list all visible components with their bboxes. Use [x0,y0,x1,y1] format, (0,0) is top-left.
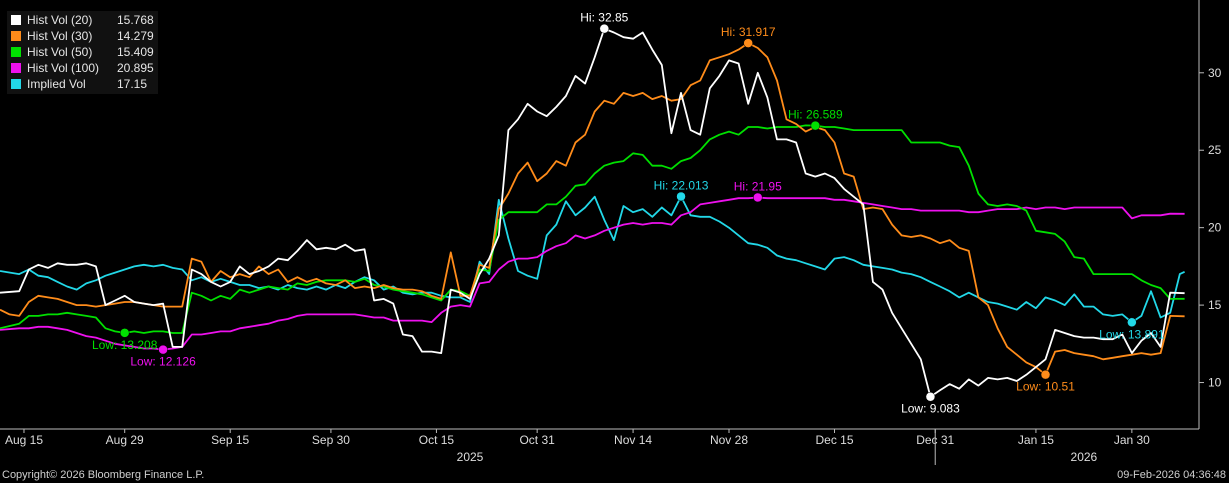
timestamp-text: 09-Feb-2026 04:36:48 [1117,469,1226,481]
x-tick-label: Aug 15 [5,433,43,447]
series-line-4 [0,195,1185,324]
legend-value: 15.768 [117,13,154,27]
annotation-label: Hi: 31.917 [721,25,776,39]
series-line-3 [0,196,1185,351]
extreme-marker [753,192,763,203]
year-label: 2025 [457,450,484,464]
legend-swatch [11,47,21,57]
x-tick-label: Oct 31 [519,433,555,447]
x-tick-label: Nov 14 [614,433,652,447]
year-label: 2026 [1071,450,1098,464]
legend-value: 14.279 [117,29,154,43]
legend-value: 15.409 [117,45,154,59]
legend-swatch [11,31,21,41]
series-line-2 [0,124,1185,334]
legend: Hist Vol (20) 15.768 Hist Vol (30) 14.27… [7,11,158,94]
y-tick-label: 15 [1208,298,1222,312]
series-lines [0,27,1185,398]
x-tick-label: Jan 30 [1114,433,1150,447]
copyright-text: Copyright© 2026 Bloomberg Finance L.P. [2,469,205,481]
legend-swatch [11,79,21,89]
annotation-label: Hi: 22.013 [654,178,709,192]
x-tick-label: Sep 15 [211,433,249,447]
legend-label: Implied Vol [27,77,86,91]
legend-item-implied-vol[interactable]: Implied Vol 17.15 [11,76,154,92]
extreme-marker [1040,369,1051,380]
annotation-label: Low: 13.891 [1099,327,1165,341]
legend-swatch [11,15,21,25]
extreme-marker [743,38,753,48]
x-tick-label: Oct 15 [419,433,455,447]
x-tick-label: Dec 15 [815,433,853,447]
y-tick-label: 30 [1208,66,1222,80]
series-line-0 [0,27,1185,398]
extreme-marker [810,120,821,131]
annotations: Hi: 32.85 Low: 9.083 Hi: 31.917 Low: 10.51 H… [92,11,1165,416]
legend-label: Hist Vol (50) [27,45,93,59]
extreme-marker [119,328,130,338]
x-tick-label: Jan 15 [1018,433,1054,447]
x-tick-label: Aug 29 [106,433,144,447]
legend-item-hist-vol-20[interactable]: Hist Vol (20) 15.768 [11,12,154,28]
extreme-marker [158,344,168,355]
y-tick-label: 20 [1208,221,1222,235]
extreme-marker [676,191,686,202]
y-tick-label: 25 [1208,143,1222,157]
annotation-label: Low: 13.208 [92,338,158,352]
legend-item-hist-vol-50[interactable]: Hist Vol (50) 15.409 [11,44,154,60]
legend-item-hist-vol-100[interactable]: Hist Vol (100) 20.895 [11,60,154,76]
y-tick-label: 10 [1208,376,1222,390]
series-line-1 [0,42,1185,376]
legend-label: Hist Vol (30) [27,29,93,43]
annotation-label: Hi: 26.589 [788,108,843,122]
annotation-label: Low: 9.083 [901,402,960,416]
x-tick-label: Sep 30 [312,433,350,447]
annotation-label: Low: 10.51 [1016,380,1075,394]
x-tick-label: Nov 28 [710,433,748,447]
legend-swatch [11,63,21,73]
annotation-label: Low: 12.126 [130,355,196,369]
legend-label: Hist Vol (100) [27,61,100,75]
extreme-marker [599,23,610,34]
annotation-label: Hi: 21.95 [734,179,782,193]
extreme-marker [1127,317,1137,328]
legend-item-hist-vol-30[interactable]: Hist Vol (30) 14.279 [11,28,154,44]
legend-label: Hist Vol (20) [27,13,93,27]
extreme-marker [925,391,936,402]
legend-value: 20.895 [117,61,154,75]
annotation-label: Hi: 32.85 [580,11,628,25]
legend-value: 17.15 [117,77,148,91]
